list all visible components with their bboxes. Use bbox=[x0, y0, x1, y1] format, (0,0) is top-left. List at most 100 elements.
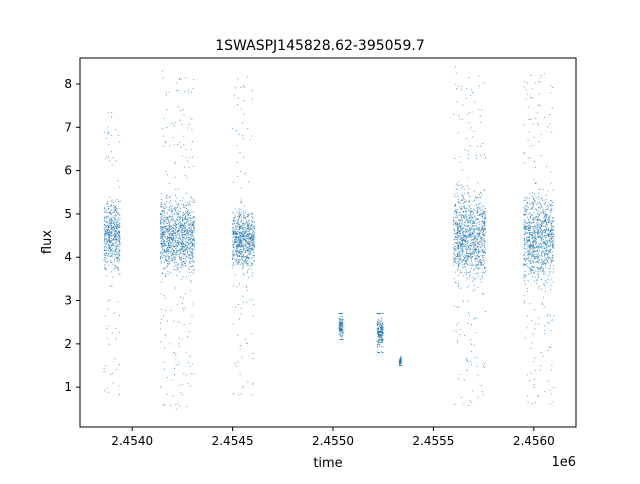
data-point bbox=[478, 247, 480, 249]
data-point bbox=[542, 250, 544, 252]
data-point bbox=[246, 286, 248, 289]
data-point bbox=[251, 262, 253, 264]
data-point bbox=[233, 263, 235, 265]
data-point bbox=[531, 255, 533, 257]
data-point bbox=[191, 118, 193, 120]
data-point bbox=[238, 208, 240, 210]
data-point bbox=[470, 257, 472, 259]
data-point bbox=[483, 224, 485, 226]
data-point bbox=[453, 223, 455, 225]
data-point bbox=[246, 225, 248, 227]
data-point bbox=[177, 144, 179, 146]
data-point bbox=[379, 323, 381, 325]
data-point bbox=[551, 278, 553, 280]
data-point bbox=[476, 222, 478, 225]
data-point bbox=[249, 299, 251, 301]
data-point bbox=[472, 232, 474, 234]
data-point bbox=[478, 255, 480, 257]
data-point bbox=[458, 258, 460, 260]
data-point bbox=[187, 231, 189, 233]
data-point bbox=[248, 243, 250, 245]
data-point bbox=[460, 223, 463, 225]
data-point bbox=[116, 219, 118, 221]
data-point bbox=[467, 248, 469, 250]
data-point bbox=[163, 315, 165, 317]
data-point bbox=[245, 238, 247, 240]
data-point bbox=[379, 338, 381, 340]
data-point bbox=[232, 245, 234, 247]
data-point bbox=[248, 228, 250, 230]
data-point bbox=[252, 352, 254, 354]
data-point bbox=[550, 84, 552, 86]
data-point bbox=[170, 253, 172, 255]
data-point bbox=[376, 345, 378, 347]
data-point bbox=[461, 271, 463, 273]
data-point bbox=[459, 227, 461, 229]
data-point bbox=[174, 229, 176, 231]
data-point bbox=[118, 213, 120, 216]
data-point bbox=[527, 202, 529, 204]
data-point bbox=[237, 253, 239, 256]
data-point bbox=[549, 257, 552, 259]
data-point bbox=[241, 246, 243, 248]
data-point bbox=[245, 236, 247, 238]
data-point bbox=[104, 315, 107, 317]
data-point bbox=[458, 238, 460, 240]
data-point bbox=[232, 224, 234, 226]
data-point bbox=[475, 249, 477, 251]
data-point bbox=[185, 244, 187, 246]
data-point bbox=[460, 216, 462, 218]
data-point bbox=[475, 331, 477, 334]
data-point bbox=[465, 258, 467, 260]
data-point bbox=[240, 262, 242, 264]
data-point bbox=[189, 238, 191, 240]
data-point bbox=[539, 261, 541, 263]
data-point bbox=[526, 241, 528, 243]
data-point bbox=[239, 225, 241, 227]
data-point bbox=[466, 259, 468, 262]
data-point bbox=[379, 335, 382, 337]
data-point bbox=[184, 265, 186, 267]
data-point bbox=[177, 231, 179, 233]
data-point bbox=[549, 403, 551, 405]
data-point bbox=[175, 403, 177, 406]
data-point bbox=[243, 248, 245, 250]
data-point bbox=[163, 117, 165, 119]
data-point bbox=[237, 261, 239, 263]
data-point bbox=[454, 193, 456, 195]
data-point bbox=[476, 260, 478, 262]
data-point bbox=[182, 219, 184, 221]
data-point bbox=[250, 228, 252, 230]
data-point bbox=[544, 254, 546, 256]
data-point bbox=[174, 253, 176, 255]
data-point bbox=[185, 216, 187, 218]
data-point bbox=[248, 226, 250, 228]
data-point bbox=[108, 234, 110, 236]
data-point bbox=[167, 242, 169, 244]
data-point bbox=[382, 346, 384, 348]
data-point bbox=[454, 257, 456, 259]
data-point bbox=[180, 231, 182, 233]
data-point bbox=[188, 237, 190, 239]
data-point bbox=[247, 242, 249, 245]
data-point bbox=[538, 250, 540, 252]
data-point bbox=[530, 209, 532, 211]
data-point bbox=[161, 229, 164, 231]
data-point bbox=[531, 97, 533, 100]
data-point bbox=[466, 262, 468, 264]
data-point bbox=[523, 208, 525, 210]
data-point bbox=[467, 219, 469, 222]
data-point bbox=[462, 233, 464, 235]
data-point bbox=[109, 244, 111, 246]
data-point bbox=[119, 240, 121, 242]
data-point bbox=[454, 213, 456, 215]
data-point bbox=[242, 230, 244, 232]
data-point bbox=[242, 295, 244, 297]
data-point bbox=[544, 211, 546, 213]
data-point bbox=[253, 236, 255, 239]
data-point bbox=[340, 328, 342, 330]
data-point bbox=[469, 244, 472, 247]
data-point bbox=[175, 408, 177, 410]
data-point bbox=[110, 151, 112, 153]
data-point bbox=[167, 174, 169, 176]
